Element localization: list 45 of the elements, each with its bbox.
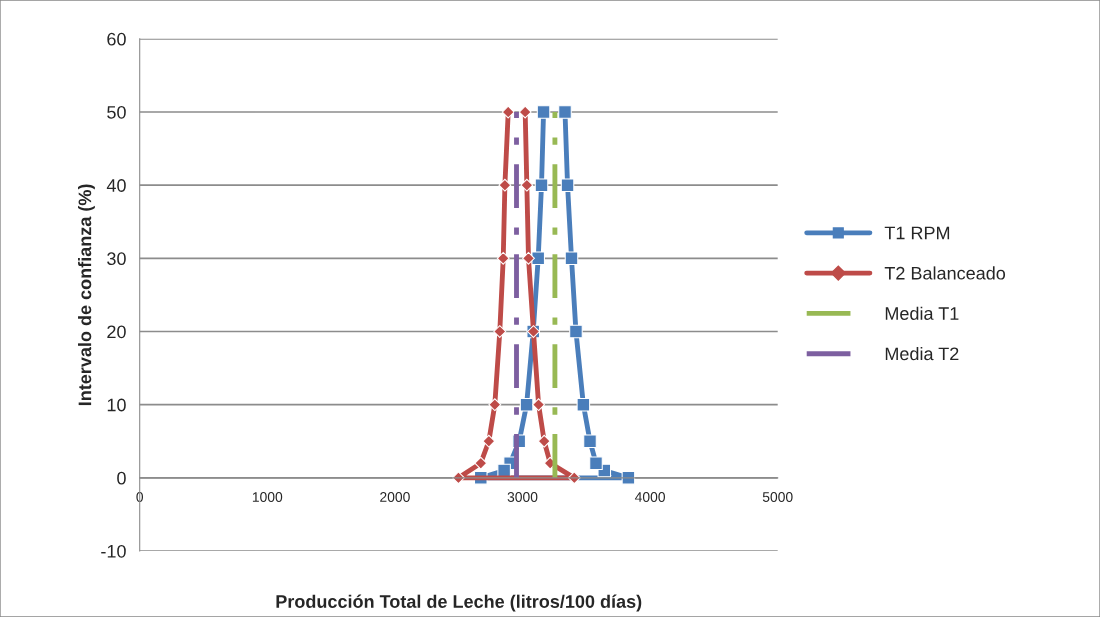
point	[567, 471, 581, 485]
point	[518, 105, 532, 119]
point	[537, 434, 551, 448]
legend-label: T2 Balanceado	[884, 266, 1006, 280]
point	[488, 398, 502, 412]
x-tick-label: 1000	[252, 492, 283, 502]
point	[532, 398, 545, 412]
point	[564, 251, 579, 266]
point	[522, 251, 535, 265]
y-axis-title: Intervalo de confianza (%)	[78, 184, 95, 406]
point	[531, 251, 545, 266]
y-tick-label: 40	[106, 179, 126, 192]
y-tick-label: 0	[117, 471, 126, 485]
x-tick-label: 4000	[634, 492, 666, 502]
point	[519, 397, 534, 412]
point	[569, 324, 583, 339]
point	[558, 105, 572, 119]
y-tick-label: 10	[107, 398, 126, 412]
x-axis-title: Producción Total de Leche (litros/100 días)	[276, 594, 642, 612]
point	[482, 434, 496, 448]
point	[493, 325, 507, 338]
x-tick-label: 3000	[507, 492, 538, 502]
point	[474, 456, 488, 470]
legend-label: Media T2	[885, 346, 959, 361]
y-tick-label: 60	[107, 32, 126, 46]
point	[583, 434, 597, 449]
legend-label: Media T1	[885, 306, 959, 320]
point	[520, 178, 534, 192]
point	[501, 105, 515, 119]
x-tick-label: 0	[136, 492, 144, 502]
y-tick-label: 30	[107, 252, 126, 266]
point	[536, 105, 551, 119]
y-tick-label: 20	[107, 325, 126, 339]
x-tick-label: 2000	[380, 492, 410, 502]
point	[560, 178, 575, 192]
y-tick-label: 50	[107, 105, 126, 119]
y-tick-label: -10	[101, 544, 126, 558]
point	[589, 456, 603, 470]
point	[534, 178, 549, 192]
legend-label: T1 RPM	[884, 226, 950, 240]
point	[576, 397, 591, 412]
x-tick-label: 5000	[762, 492, 793, 502]
point	[498, 178, 512, 192]
point	[496, 251, 510, 265]
point	[621, 471, 636, 485]
